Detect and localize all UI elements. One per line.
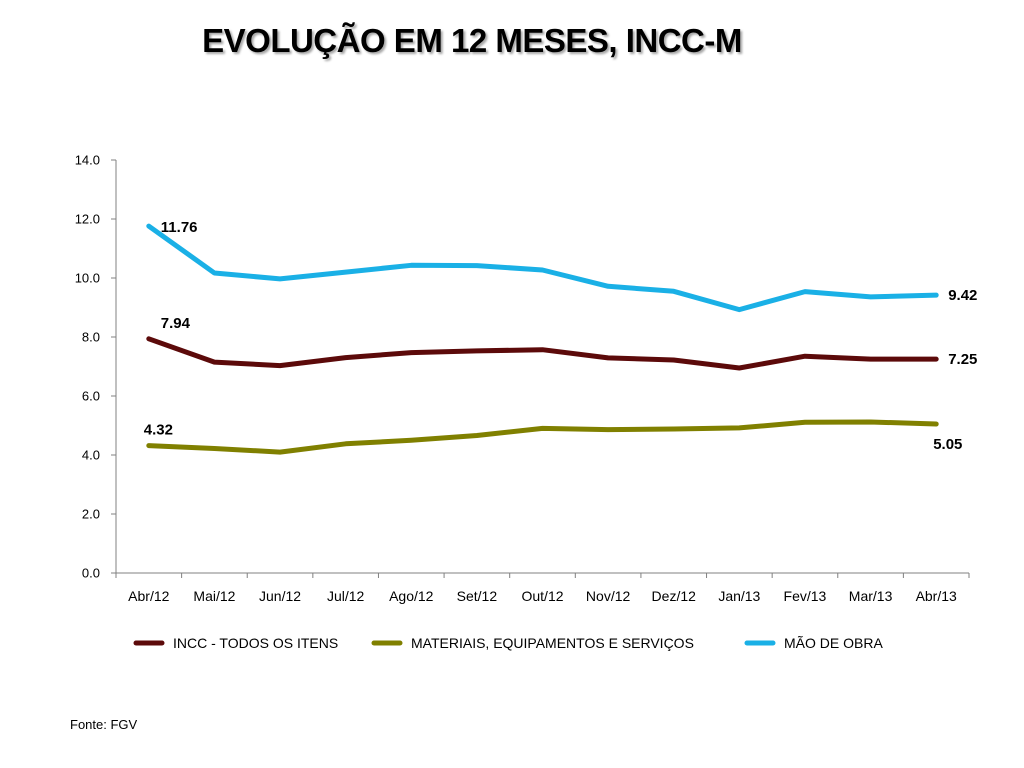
y-tick-label: 6.0	[82, 389, 100, 404]
data-label-last: 5.05	[933, 436, 962, 453]
x-tick-label: Jul/12	[327, 588, 365, 604]
legend-label-1: INCC - TODOS OS ITENS	[173, 635, 338, 651]
x-tick-label: Abr/13	[916, 588, 957, 604]
x-tick-label: Out/12	[521, 588, 563, 604]
y-tick-label: 0.0	[82, 566, 100, 581]
x-tick-label: Fev/13	[784, 588, 827, 604]
legend-label-2: MATERIAIS, EQUIPAMENTOS E SERVIÇOS	[411, 635, 694, 651]
source-note: Fonte: FGV	[70, 717, 138, 732]
data-label-last: 7.25	[948, 351, 977, 368]
x-tick-label: Nov/12	[586, 588, 631, 604]
data-label-last: 9.42	[948, 287, 977, 304]
series-line-1	[146, 336, 939, 371]
y-tick-label: 14.0	[75, 153, 100, 168]
chart-title: EVOLUÇÃO EM 12 MESES, INCC-M	[202, 22, 742, 59]
series-line-2	[146, 419, 939, 455]
data-label-first: 4.32	[144, 422, 173, 439]
x-tick-label: Jun/12	[259, 588, 301, 604]
y-tick-label: 8.0	[82, 330, 100, 345]
y-tick-label: 2.0	[82, 507, 100, 522]
y-tick-label: 4.0	[82, 448, 100, 463]
x-tick-label: Abr/12	[128, 588, 169, 604]
x-tick-label: Mar/13	[849, 588, 893, 604]
data-label-first: 7.94	[161, 315, 191, 332]
x-tick-label: Jan/13	[718, 588, 760, 604]
x-tick-label: Ago/12	[389, 588, 434, 604]
x-tick-label: Dez/12	[652, 588, 697, 604]
series-line-3	[146, 223, 939, 313]
y-tick-label: 12.0	[75, 212, 100, 227]
x-tick-label: Mai/12	[193, 588, 235, 604]
x-tick-label: Set/12	[457, 588, 498, 604]
y-tick-label: 10.0	[75, 271, 100, 286]
data-label-first: 11.76	[161, 219, 198, 236]
legend-label-3: MÃO DE OBRA	[784, 635, 883, 651]
